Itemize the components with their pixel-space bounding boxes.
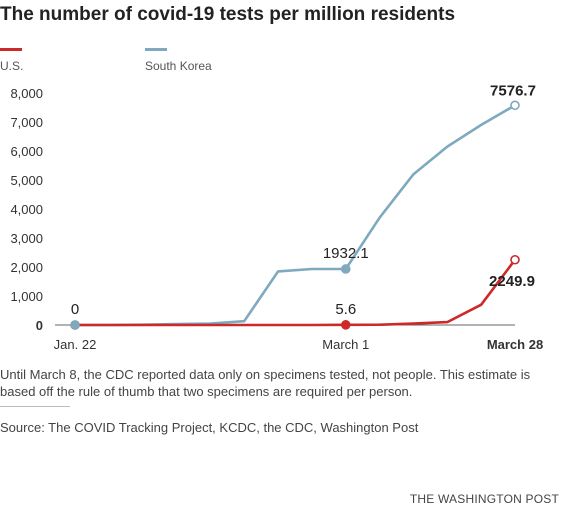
data-label-south-korea: 1932.1 (323, 245, 369, 262)
chart-note: Until March 8, the CDC reported data onl… (0, 367, 531, 399)
point-marker-us (510, 254, 520, 265)
point-marker-south-korea (70, 320, 80, 330)
x-tick-label: March 1 (322, 337, 369, 352)
y-tick-label: 6,000 (10, 144, 43, 159)
source-line: Source: The COVID Tracking Project, KCDC… (0, 420, 419, 435)
y-tick-label: 3,000 (10, 231, 43, 246)
data-label-us: 2249.9 (489, 273, 535, 290)
y-tick-label: 0 (36, 318, 43, 333)
line-chart: 0 1,000 2,000 3,000 4,000 5,000 6,000 7,000 8,00… (10, 82, 543, 352)
data-label-us: 0 (71, 301, 79, 318)
legend-label-us: U.S. (0, 59, 24, 73)
series-line-south-korea (73, 104, 517, 327)
point-marker-us (340, 320, 351, 330)
y-tick-label: 2,000 (10, 260, 43, 275)
x-tick-label: Jan. 22 (54, 337, 97, 352)
point-marker-south-korea (510, 100, 520, 111)
publisher-credit: THE WASHINGTON POST (409, 492, 559, 506)
divider (0, 406, 70, 407)
series-line-us (73, 258, 517, 327)
y-tick-label: 4,000 (10, 202, 43, 217)
legend-swatch-south-korea (145, 48, 167, 51)
legend-swatch-us (0, 48, 22, 51)
data-label-south-korea: 7576.7 (490, 82, 536, 99)
legend-item-us: U.S. (0, 48, 23, 73)
point-marker-south-korea (340, 264, 351, 274)
y-tick-label: 8,000 (10, 86, 43, 101)
y-tick-label: 1,000 (10, 289, 43, 304)
y-tick-label: 7,000 (10, 115, 43, 130)
data-label-us: 5.6 (335, 301, 356, 318)
chart-title: The number of covid-19 tests per million… (0, 4, 456, 25)
legend-label-south-korea: South Korea (145, 59, 212, 73)
y-tick-label: 5,000 (10, 173, 43, 188)
legend-item-south-korea: South Korea (145, 48, 212, 73)
x-tick-label: March 28 (487, 337, 543, 352)
